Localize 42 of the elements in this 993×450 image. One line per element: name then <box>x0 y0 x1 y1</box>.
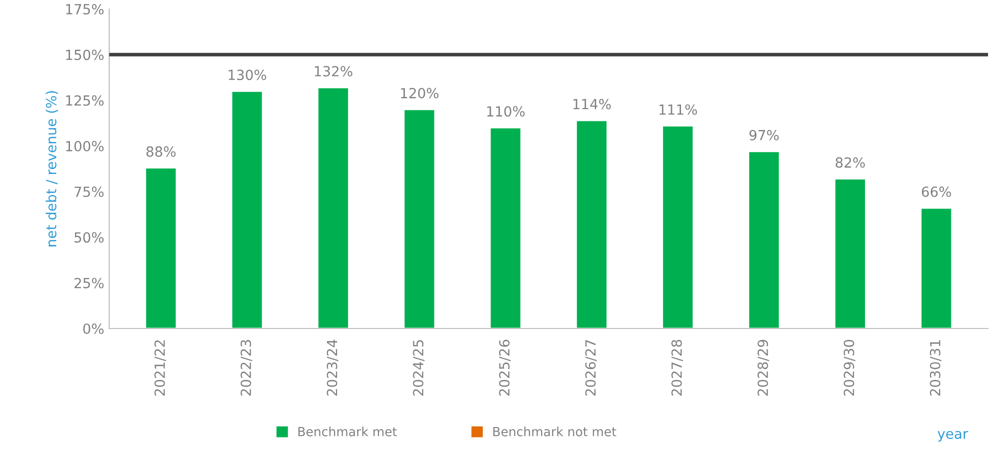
bar <box>403 108 436 328</box>
x-tick-label: 2023/24 <box>326 340 338 396</box>
y-tick-label: 75% <box>74 186 104 198</box>
legend-label: Benchmark not met <box>493 426 616 436</box>
y-tick-label: 50% <box>74 232 104 243</box>
y-tick-label: 175% <box>66 4 104 14</box>
y-tick-label: 25% <box>74 278 104 288</box>
x-tick-label: 2029/30 <box>844 340 856 396</box>
x-tick-label: 2021/22 <box>154 340 166 396</box>
x-tick-label: 2030/31 <box>930 340 942 396</box>
bar <box>748 150 780 328</box>
x-tick-label: 2028/29 <box>758 340 770 396</box>
bar <box>662 125 694 328</box>
data-label: 82% <box>836 157 865 168</box>
data-label: 114% <box>573 98 611 110</box>
data-label: 110% <box>487 106 525 117</box>
x-axis-title: year <box>938 430 968 442</box>
x-tick-label: 2022/23 <box>240 340 252 396</box>
y-tick-label: 125% <box>66 95 104 106</box>
bar <box>576 120 608 328</box>
data-label: 132% <box>314 66 352 76</box>
data-label: 88% <box>146 146 176 157</box>
y-tick-label: 0% <box>83 323 104 334</box>
bar <box>230 90 264 328</box>
x-tick-label: 2025/26 <box>499 340 511 396</box>
x-tick-label: 2024/25 <box>412 340 425 396</box>
bar <box>489 126 522 328</box>
y-tick-label: 100% <box>66 140 104 152</box>
bar <box>317 86 350 328</box>
y-tick-label: 150% <box>66 50 104 60</box>
bar <box>920 207 953 328</box>
data-label: 66% <box>922 186 952 197</box>
y-axis-title: net debt / revenue (%) <box>46 91 58 246</box>
data-label: 130% <box>228 70 266 80</box>
legend-label: Benchmark met <box>298 426 397 436</box>
data-label: 120% <box>401 88 438 98</box>
x-tick-label: 2026/27 <box>585 340 597 396</box>
x-tick-label: 2027/28 <box>671 340 683 396</box>
data-label: 111% <box>660 104 697 115</box>
bar <box>144 167 178 328</box>
data-label: 97% <box>749 130 779 140</box>
bar <box>834 178 866 328</box>
